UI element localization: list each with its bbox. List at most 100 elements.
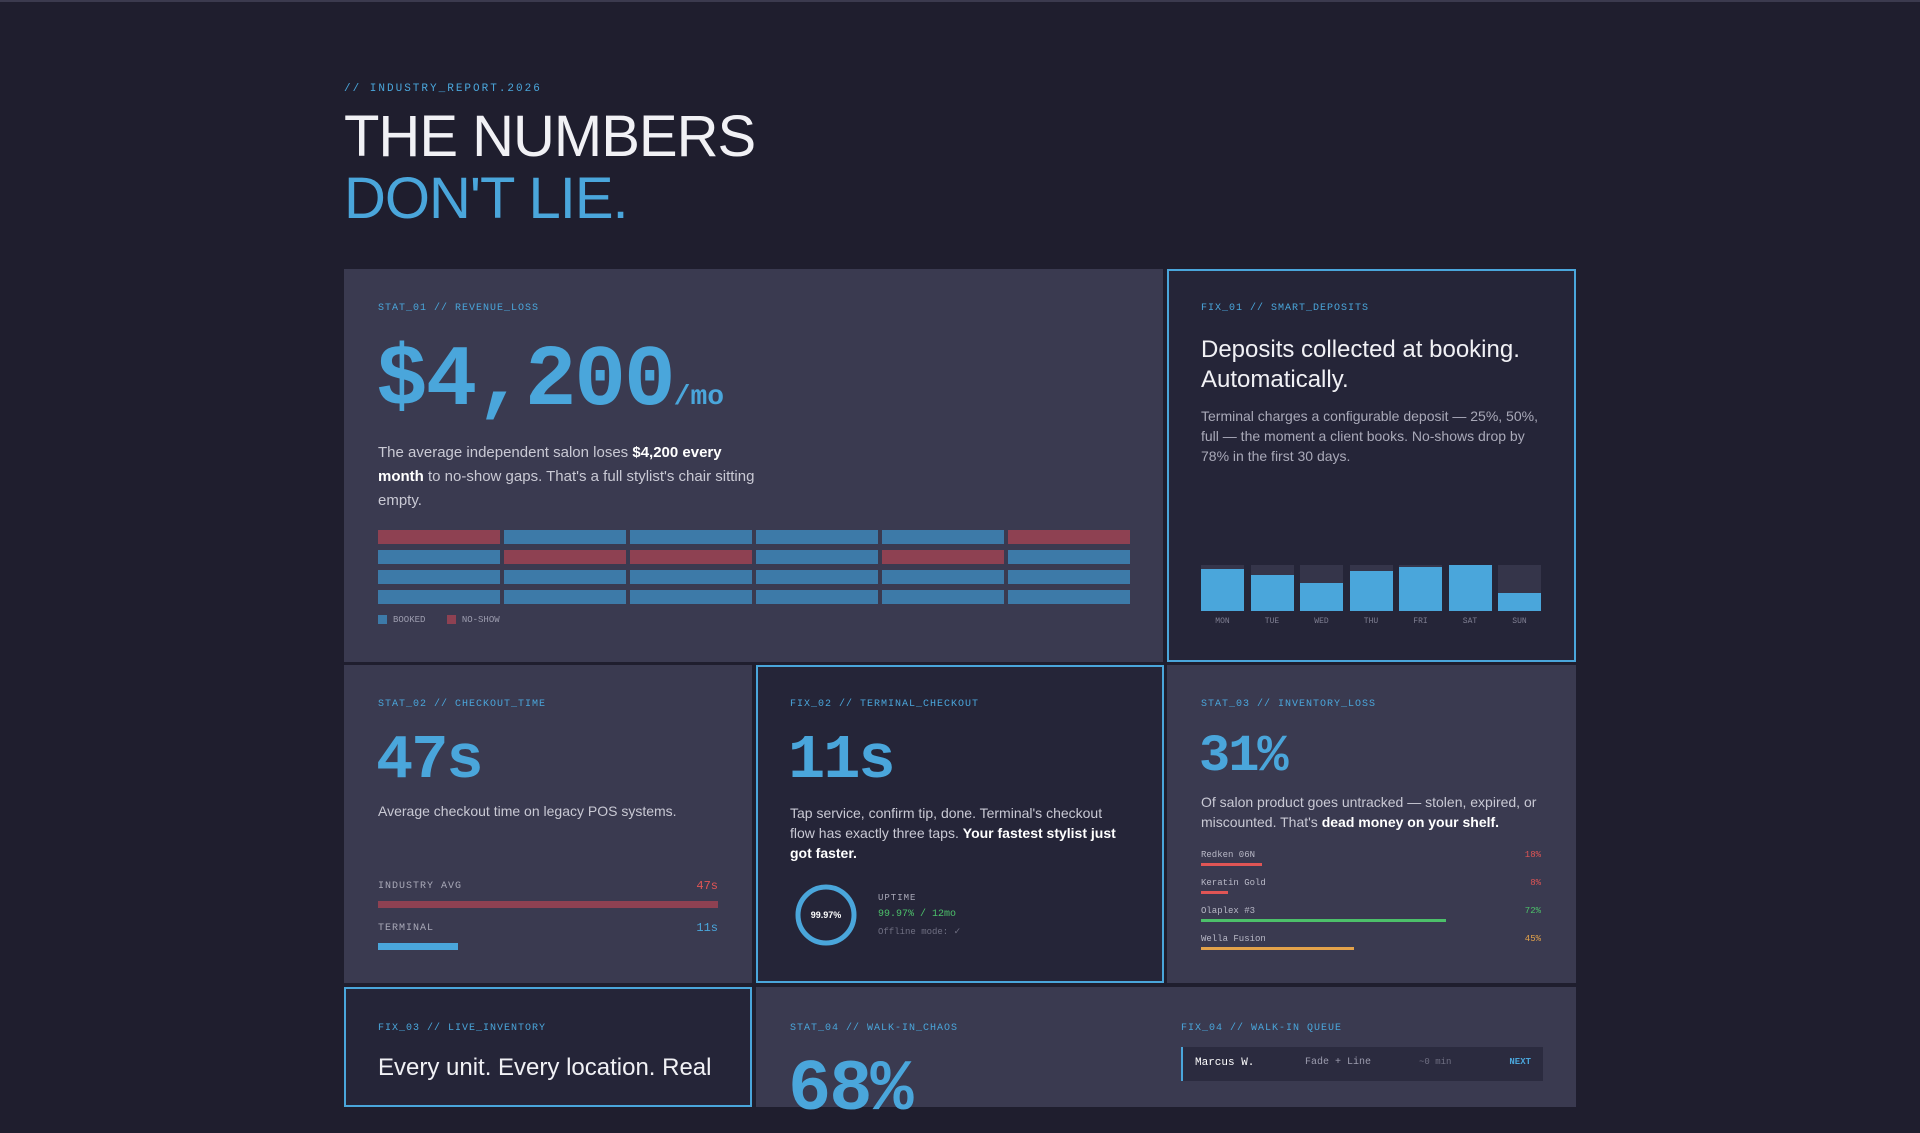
deposits-heading: Deposits collected at booking. Automatic… bbox=[1201, 336, 1520, 393]
terminal-value: 11s bbox=[696, 921, 718, 935]
card-tag: STAT_04 // WALK-IN_CHAOS bbox=[790, 1023, 959, 1034]
inventory-item-percent: 45% bbox=[1524, 934, 1541, 944]
card-tag: FIX_02 // TERMINAL_CHECKOUT bbox=[790, 699, 980, 710]
slot-booked bbox=[378, 550, 500, 564]
day-bar bbox=[1250, 565, 1294, 611]
slot-no-show bbox=[1008, 530, 1130, 544]
deposits-description: Terminal charges a configurable deposit … bbox=[1201, 408, 1538, 464]
fix-live-inventory-card: FIX_03 // LIVE_INVENTORY Every unit. Eve… bbox=[344, 987, 752, 1107]
slot-booked bbox=[378, 570, 500, 584]
card-tag: STAT_02 // CHECKOUT_TIME bbox=[378, 699, 547, 710]
fix-smart-deposits-card: FIX_01 // SMART_DEPOSITS Deposits collec… bbox=[1167, 269, 1576, 662]
day-label: TUE bbox=[1264, 617, 1280, 626]
inventory-item-percent: 18% bbox=[1524, 850, 1541, 860]
card-tag: FIX_03 // LIVE_INVENTORY bbox=[378, 1023, 547, 1034]
desc-bold: dead money on your shelf. bbox=[1321, 814, 1500, 830]
ring-label: 99.97% bbox=[811, 910, 842, 920]
noshow-swatch bbox=[446, 615, 456, 625]
slot-booked bbox=[630, 570, 752, 584]
stat-checkout-time-card: STAT_02 // CHECKOUT_TIME 47s Average che… bbox=[344, 665, 752, 983]
day-bar-fill bbox=[1201, 568, 1244, 611]
day-bar-fill bbox=[1300, 583, 1343, 611]
day-label: SAT bbox=[1462, 617, 1478, 626]
uptime-value: 99.97% / 12mo bbox=[878, 909, 957, 920]
desc-bold: $4,200 every month bbox=[378, 444, 722, 485]
day-label: WED bbox=[1314, 617, 1329, 626]
stat-revenue-loss-card: STAT_01 // REVENUE_LOSS $4,200/mo The av… bbox=[344, 269, 1163, 662]
grid-legend: BOOKED NO-SHOW bbox=[378, 615, 500, 625]
slot-booked bbox=[630, 530, 752, 544]
booked-swatch bbox=[378, 615, 387, 625]
inventory-item-percent: 72% bbox=[1524, 906, 1541, 916]
desc-part: The average independent salon loses bbox=[378, 444, 633, 461]
slot-booked bbox=[1008, 570, 1130, 584]
terminal-checkout-description: Tap service, confirm tip, done. Terminal… bbox=[790, 803, 1130, 863]
day-bar bbox=[1349, 565, 1393, 611]
slot-booked bbox=[882, 570, 1004, 584]
day-bar-fill bbox=[1250, 575, 1294, 611]
fix-terminal-checkout-card: FIX_02 // TERMINAL_CHECKOUT 11s Tap serv… bbox=[756, 665, 1164, 983]
slot-booked bbox=[378, 590, 500, 604]
slot-booked bbox=[756, 550, 878, 564]
terminal-label: TERMINAL bbox=[378, 923, 435, 934]
day-label: FRI bbox=[1413, 617, 1428, 626]
offline-mode: Offline mode: ✓ bbox=[878, 927, 962, 937]
page-title: THE NUMBERS DON'T LIE. bbox=[344, 104, 756, 231]
checkout-description: Average checkout time on legacy POS syst… bbox=[378, 803, 677, 819]
desc-part: Tap service, confirm tip, done. Terminal… bbox=[790, 805, 1103, 841]
inventory-loss-value: 31% bbox=[1199, 727, 1289, 786]
live-inventory-heading: Every unit. Every location. Real bbox=[378, 1054, 712, 1081]
day-label: SUN bbox=[1512, 617, 1527, 626]
queue-row[interactable]: Marcus W. Fade + Line ~0 min NEXT bbox=[1181, 1047, 1543, 1081]
inventory-item-bar bbox=[1201, 947, 1354, 950]
queue-status: NEXT bbox=[1509, 1057, 1531, 1067]
uptime-ring: 99.97% bbox=[795, 884, 857, 946]
slot-booked bbox=[882, 590, 1004, 604]
inventory-item-name: Olaplex #3 bbox=[1201, 906, 1256, 916]
slot-booked bbox=[756, 570, 878, 584]
title-line-2: DON'T LIE. bbox=[344, 166, 629, 231]
desc-part: to no-show gaps. That's a full stylist's… bbox=[378, 468, 755, 509]
top-divider bbox=[0, 0, 1920, 2]
day-bar bbox=[1498, 565, 1541, 611]
day-bar bbox=[1448, 565, 1492, 611]
queue-service: Fade + Line bbox=[1305, 1057, 1372, 1068]
industry-avg-value: 47s bbox=[696, 879, 718, 893]
slot-no-show bbox=[630, 550, 752, 564]
revenue-loss-description: The average independent salon loses $4,2… bbox=[378, 441, 768, 513]
inventory-item-name: Keratin Gold bbox=[1201, 878, 1266, 888]
day-label: MON bbox=[1215, 617, 1230, 626]
title-line-1: THE NUMBERS bbox=[344, 104, 756, 169]
terminal-bar bbox=[378, 943, 458, 950]
inventory-description: Of salon product goes untracked — stolen… bbox=[1201, 792, 1546, 832]
day-bar bbox=[1201, 565, 1244, 611]
value-text: $4,200 bbox=[376, 332, 676, 430]
slot-booked bbox=[630, 590, 752, 604]
slot-booked bbox=[882, 530, 1004, 544]
slot-booked bbox=[504, 530, 626, 544]
uptime-label: UPTIME bbox=[878, 893, 917, 903]
value-unit: /mo bbox=[673, 382, 725, 413]
slot-no-show bbox=[882, 550, 1004, 564]
card-tag: STAT_03 // INVENTORY_LOSS bbox=[1201, 699, 1377, 710]
day-label: THU bbox=[1363, 617, 1379, 626]
inventory-item-bar bbox=[1201, 863, 1263, 866]
inventory-item-bar bbox=[1201, 891, 1229, 894]
checkout-time-value: 47s bbox=[376, 725, 484, 796]
day-bar-fill bbox=[1448, 565, 1492, 611]
slot-booked bbox=[1008, 550, 1130, 564]
legend-booked: BOOKED bbox=[393, 615, 426, 625]
slot-no-show bbox=[504, 550, 626, 564]
slot-booked bbox=[756, 590, 878, 604]
slot-no-show bbox=[378, 530, 500, 544]
inventory-item-bar bbox=[1201, 919, 1446, 922]
queue-name: Marcus W. bbox=[1195, 1057, 1255, 1069]
report-kicker: // INDUSTRY_REPORT.2026 bbox=[344, 83, 542, 95]
desc-bold: Your fastest stylist just got faster. bbox=[790, 825, 1116, 861]
slot-booked bbox=[504, 590, 626, 604]
day-bar-fill bbox=[1498, 592, 1541, 611]
stat-inventory-loss-card: STAT_03 // INVENTORY_LOSS 31% Of salon p… bbox=[1167, 665, 1576, 983]
industry-avg-label: INDUSTRY AVG bbox=[378, 881, 463, 892]
industry-avg-bar bbox=[378, 901, 718, 908]
terminal-checkout-value: 11s bbox=[788, 725, 896, 796]
